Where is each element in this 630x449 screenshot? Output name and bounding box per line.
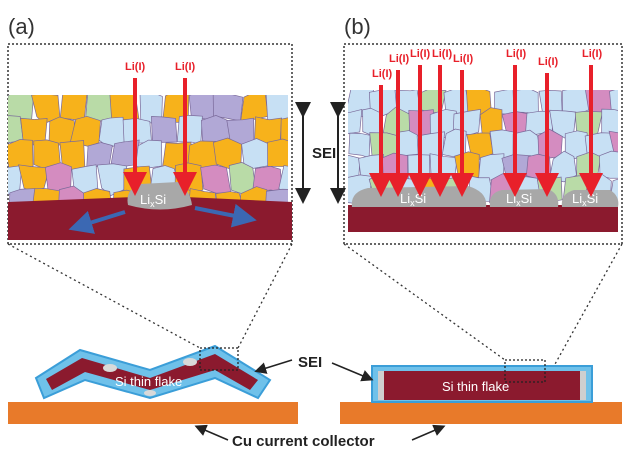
collector-arrow-a [194,424,229,441]
si-substrate-b [348,205,618,232]
sei-grain [200,164,232,195]
lixsi-label-a: LixSi [140,192,166,209]
strain-arrow-right [194,203,257,228]
lithium-label: Li(I) [582,48,602,60]
lixsi-label-b1: LixSi [400,191,426,208]
sei-grain [241,138,272,169]
cu-collector-b [340,402,622,424]
zoom-guide-a-left [7,243,201,349]
lithium-label: Li(I) [432,48,452,60]
edge-void-b-right [580,371,586,400]
cu-collector-a [8,402,298,424]
sei-grain [599,150,618,179]
zoom-marker-a [199,347,239,371]
sei-grain [420,90,447,114]
sei-grain [151,116,178,144]
sei-grain [429,153,458,182]
zoom-marker-b [504,359,546,383]
sei-grains-b [348,90,618,205]
si-flake-b [378,371,586,400]
lixsi-region-b3 [561,190,619,207]
lithium-label: Li(I) [372,68,392,80]
lithium-label: Li(I) [453,53,473,65]
lixsi-label-b2: LixSi [506,191,532,208]
lithium-label: Li(I) [538,56,558,68]
void-a1 [103,364,117,372]
sei-grain [267,138,288,167]
flake-label-b: Si thin flake [442,379,509,394]
void-a2 [183,358,197,366]
sei-callout-arrow-b [331,362,374,382]
lithium-label: Li(I) [175,61,195,73]
sei-grain [265,95,288,123]
sei-grain [348,108,363,135]
panel-label-b: (b) [344,14,371,39]
zoom-guide-b-right [544,243,623,383]
lithium-label: Li(I) [125,61,145,73]
lithium-flux-arrows: Li(I) Li(I)Li(I)Li(I) Li(I) Li(I) Li(I) Li(I)… [123,48,603,197]
sei-grain [240,95,269,122]
sei-grain [454,151,480,182]
sei-grain [18,164,50,193]
zoom-guide-b-left [343,243,506,361]
flake-label-a: Si thin flake [115,374,182,389]
strain-arrow-left [68,210,126,234]
sei-grain [176,114,203,145]
sei-grain [8,115,24,144]
zoom-guide-a-right [237,243,293,349]
sei-grain [86,142,113,167]
si-flake-a [46,354,258,390]
collector-arrow-b [411,424,446,441]
sei-grain [122,118,152,144]
lithium-label: Li(I) [389,53,409,65]
lithium-label: Li(I) [506,48,526,60]
lithium-label: Li(I) [410,48,430,60]
sei-label-zoom: SEI [312,145,336,162]
sei-grain [348,132,371,159]
panel-label-a: (a) [8,14,35,39]
sei-label-callout: SEI [298,354,322,371]
void-a3 [144,390,156,396]
collector-label: Cu current collector [232,433,375,449]
sei-callout-arrow-a [254,359,293,374]
edge-void-b-left [378,371,384,400]
lixsi-label-b3: LixSi [572,191,598,208]
sei-grain [135,139,163,169]
sei-grain [278,165,288,194]
